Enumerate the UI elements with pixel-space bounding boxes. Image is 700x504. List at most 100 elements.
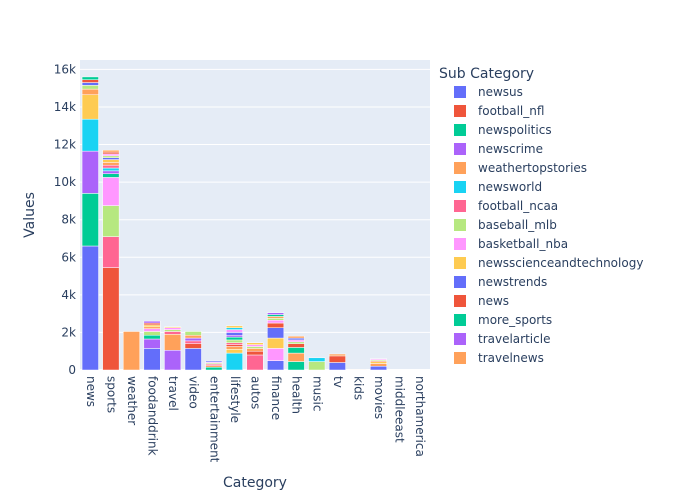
bar-segment[interactable] [328, 362, 346, 371]
legend-swatch[interactable] [454, 105, 466, 117]
legend-swatch[interactable] [454, 333, 466, 345]
bar-segment[interactable] [349, 369, 367, 371]
bar-segment[interactable] [122, 331, 140, 371]
bar-segment[interactable] [267, 314, 285, 317]
legend-item-label[interactable]: newsus [478, 85, 523, 99]
bar-segment[interactable] [370, 358, 388, 360]
bar-segment[interactable] [308, 361, 326, 371]
legend-swatch[interactable] [454, 124, 466, 136]
bar-segment[interactable] [81, 88, 99, 96]
legend-item-label[interactable]: football_nfl [478, 104, 544, 118]
bar-segment[interactable] [267, 318, 285, 321]
bar-segment[interactable] [308, 357, 326, 362]
legend-item-label[interactable]: newspolitics [478, 123, 552, 137]
bar-segment[interactable] [267, 348, 285, 361]
bar-segment[interactable] [143, 331, 161, 336]
legend-swatch[interactable] [454, 238, 466, 250]
bar-segment[interactable] [81, 118, 99, 152]
legend-item-label[interactable]: more_sports [478, 313, 552, 327]
bar-segment[interactable] [267, 312, 285, 315]
bar-segment[interactable] [246, 346, 264, 349]
legend-swatch[interactable] [454, 86, 466, 98]
bar-segment[interactable] [143, 334, 161, 340]
bar-segment[interactable] [287, 337, 305, 341]
bar-segment[interactable] [102, 157, 120, 160]
bar-segment[interactable] [143, 328, 161, 332]
legend-item-label[interactable]: travelarticle [478, 332, 550, 346]
bar-segment[interactable] [184, 348, 202, 371]
bar-segment[interactable] [287, 352, 305, 362]
bar-segment[interactable] [328, 355, 346, 363]
legend-swatch[interactable] [454, 219, 466, 231]
bar-segment[interactable] [184, 343, 202, 349]
bar-segment[interactable] [225, 329, 243, 333]
bar-segment[interactable] [102, 159, 120, 163]
legend-item-label[interactable]: newscrime [478, 142, 543, 156]
bar-segment[interactable] [225, 352, 243, 371]
bar-segment[interactable] [267, 319, 285, 324]
legend-item-label[interactable]: newsworld [478, 180, 542, 194]
bar-segment[interactable] [184, 340, 202, 344]
bar-segment[interactable] [287, 347, 305, 354]
legend-item-label[interactable]: baseball_mlb [478, 218, 557, 232]
legend-swatch[interactable] [454, 314, 466, 326]
bar-segment[interactable] [143, 326, 161, 329]
bar-segment[interactable] [164, 329, 182, 332]
bar-segment[interactable] [225, 349, 243, 354]
bar-segment[interactable] [267, 327, 285, 339]
bar-segment[interactable] [287, 343, 305, 348]
legend-item-label[interactable]: newsscienceandtechnology [478, 256, 643, 270]
bar-segment[interactable] [225, 327, 243, 330]
bar-segment[interactable] [102, 162, 120, 166]
bar-segment[interactable] [370, 361, 388, 364]
bar-segment[interactable] [225, 344, 243, 347]
bar-segment[interactable] [184, 331, 202, 336]
bar-segment[interactable] [102, 153, 120, 157]
bar-segment[interactable] [102, 173, 120, 178]
bar-segment[interactable] [81, 79, 99, 83]
legend-item-label[interactable]: travelnews [478, 351, 544, 365]
bar-segment[interactable] [81, 94, 99, 120]
bar-segment[interactable] [81, 150, 99, 194]
bar-segment[interactable] [164, 331, 182, 335]
bar-segment[interactable] [205, 366, 223, 371]
bar-segment[interactable] [246, 344, 264, 347]
bar-segment[interactable] [164, 350, 182, 371]
bar-segment[interactable] [184, 337, 202, 342]
bar-segment[interactable] [225, 325, 243, 328]
bar-segment[interactable] [246, 354, 264, 371]
bar-segment[interactable] [143, 338, 161, 349]
bar-segment[interactable] [287, 361, 305, 371]
bar-segment[interactable] [164, 334, 182, 351]
legend[interactable]: Sub Category newsus football_nfl newspolit… [439, 66, 643, 365]
bar-segment[interactable] [143, 320, 161, 324]
bar-segment[interactable] [246, 342, 264, 345]
bar-segment[interactable] [102, 149, 120, 153]
bar-segment[interactable] [267, 360, 285, 371]
legend-swatch[interactable] [454, 295, 466, 307]
bar-segment[interactable] [225, 339, 243, 344]
bar-segment[interactable] [287, 339, 305, 343]
bar-segment[interactable] [267, 322, 285, 328]
bar-segment[interactable] [143, 348, 161, 371]
bar-segment[interactable] [370, 365, 388, 371]
bar-segment[interactable] [164, 327, 182, 330]
bar-segment[interactable] [102, 236, 120, 268]
bar-segment[interactable] [225, 334, 243, 338]
legend-item-label[interactable]: news [478, 294, 509, 308]
legend-swatch[interactable] [454, 276, 466, 288]
bar-segment[interactable] [102, 151, 120, 155]
legend-item-label[interactable]: newstrends [478, 275, 547, 289]
bar-segment[interactable] [102, 170, 120, 174]
legend-item-label[interactable]: weathertopstories [478, 161, 587, 175]
bar-segment[interactable] [370, 363, 388, 367]
bar-segment[interactable] [184, 334, 202, 339]
bar-segment[interactable] [246, 350, 264, 356]
bar-segment[interactable] [81, 82, 99, 86]
legend-item-label[interactable]: basketball_nba [478, 237, 568, 251]
bar-segment[interactable] [102, 164, 120, 169]
bar-segment[interactable] [246, 348, 264, 352]
bar-segment[interactable] [81, 76, 99, 80]
bar-segment[interactable] [102, 155, 120, 158]
bar-segment[interactable] [81, 85, 99, 90]
